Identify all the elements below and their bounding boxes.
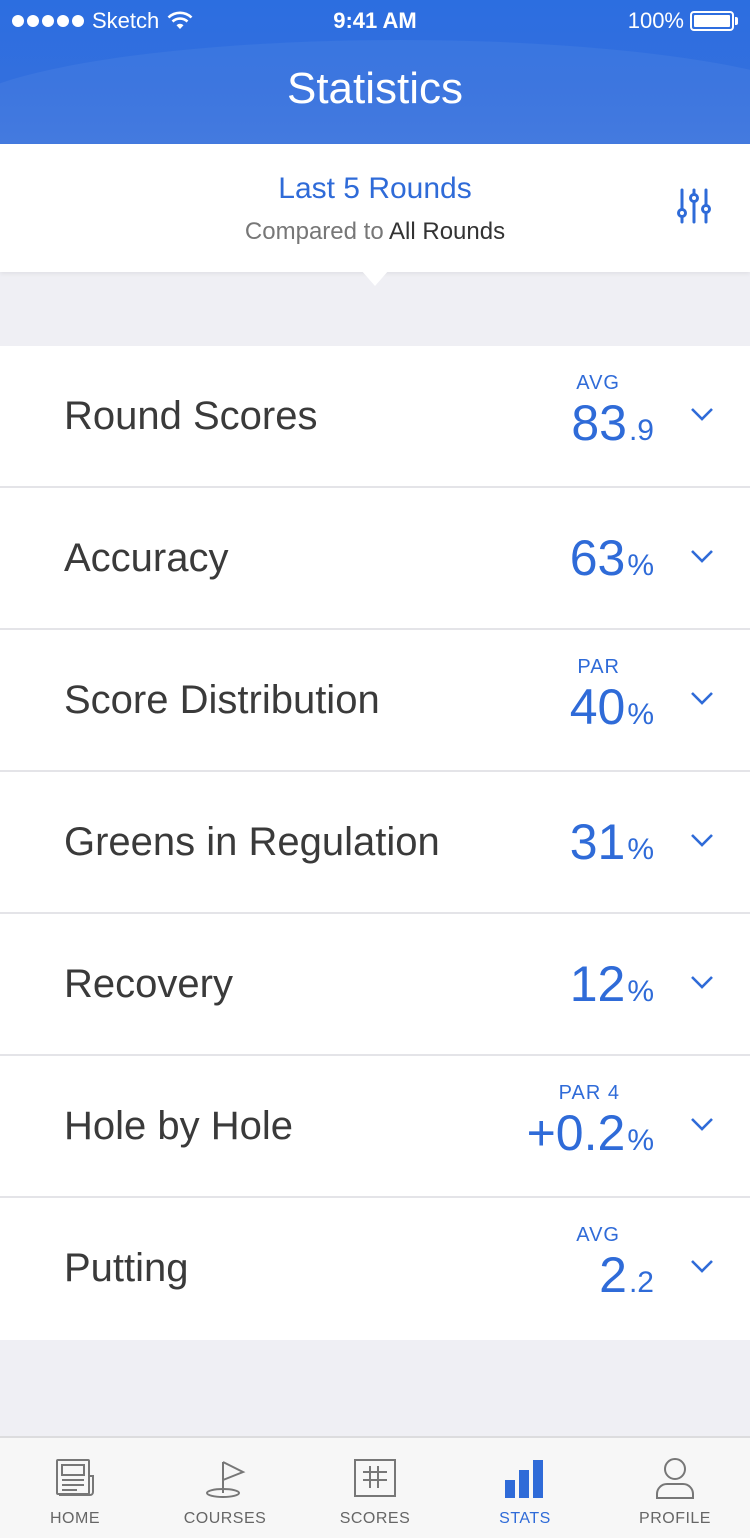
stat-number: 63%: [394, 488, 654, 628]
status-bar: Sketch 9:41 AM 100%: [0, 0, 750, 40]
signal-icon: [12, 15, 84, 27]
stat-row-hole-by-hole[interactable]: Hole by Hole PAR 4 +0.2%: [0, 1056, 750, 1198]
compare-prefix: Compared to: [244, 218, 384, 245]
stat-value: PAR 40%: [394, 630, 654, 770]
stat-number: 31%: [394, 772, 654, 912]
stat-label: Accuracy: [64, 536, 229, 580]
stat-number-suffix: %: [627, 698, 654, 731]
stat-number-suffix: .2: [628, 1266, 654, 1299]
stat-row-recovery[interactable]: Recovery 12%: [0, 914, 750, 1056]
tab-scores[interactable]: SCORES: [300, 1438, 450, 1538]
chevron-down-icon[interactable]: [690, 690, 714, 706]
tab-profile[interactable]: PROFILE: [600, 1438, 750, 1538]
chevron-down-icon[interactable]: [690, 1258, 714, 1274]
stat-row-round-scores[interactable]: Round Scores AVG 83.9: [0, 346, 750, 488]
stat-number-suffix: .9: [628, 414, 654, 447]
stat-value: AVG 83.9: [394, 346, 654, 486]
filter-caret: [361, 270, 389, 286]
bar-chart-icon: [505, 1460, 543, 1498]
battery-icon: [690, 11, 738, 31]
stat-caption: PAR: [577, 656, 620, 678]
sliders-icon[interactable]: [676, 186, 712, 226]
stat-value: 63%: [394, 488, 654, 628]
newspaper-icon: [56, 1459, 94, 1496]
page-title: Statistics: [286, 64, 464, 113]
stat-number: 40%: [394, 678, 654, 736]
status-left: Sketch: [12, 8, 193, 34]
round-filter[interactable]: Last 5 Rounds Compared to All Rounds: [0, 144, 750, 272]
chevron-down-icon[interactable]: [690, 832, 714, 848]
person-icon: [656, 1458, 694, 1499]
stat-label: Recovery: [64, 962, 233, 1006]
compare-value: All Rounds: [389, 218, 506, 245]
stat-number-suffix: %: [627, 549, 654, 582]
stat-number-suffix: %: [627, 1124, 654, 1157]
stats-list: Round Scores AVG 83.9 Accuracy 63% Score…: [0, 346, 750, 1340]
stat-label: Round Scores: [64, 394, 318, 438]
tab-label: HOME: [50, 1510, 100, 1527]
chevron-down-icon[interactable]: [690, 548, 714, 564]
tab-stats[interactable]: STATS: [450, 1438, 600, 1538]
header-decoration: [0, 40, 750, 144]
stat-label: Greens in Regulation: [64, 820, 440, 864]
stat-label: Score Distribution: [64, 678, 380, 722]
carrier-name: Sketch: [92, 8, 160, 33]
stat-caption: PAR 4: [558, 1082, 620, 1104]
battery-percent: 100%: [627, 8, 684, 33]
stat-value: PAR 4 +0.2%: [394, 1056, 654, 1196]
nav-header: Sketch 9:41 AM 100% Statistics: [0, 0, 750, 144]
filter-subtitle: Compared to All Rounds: [0, 218, 750, 246]
stat-value: AVG 2.2: [394, 1198, 654, 1338]
tab-home[interactable]: HOME: [0, 1438, 150, 1538]
scorecard-icon: [354, 1459, 396, 1497]
stat-number-main: +0.2: [526, 1105, 626, 1161]
stat-label: Putting: [64, 1246, 189, 1290]
tab-label: SCORES: [339, 1510, 411, 1527]
status-time: 9:41 AM: [333, 8, 417, 33]
stat-number-main: 63: [569, 530, 626, 586]
stat-number-main: 12: [569, 956, 626, 1012]
stat-number-main: 31: [569, 814, 626, 870]
tab-courses[interactable]: COURSES: [150, 1438, 300, 1538]
stat-row-score-distribution[interactable]: Score Distribution PAR 40%: [0, 630, 750, 772]
tab-label: PROFILE: [639, 1510, 711, 1527]
stat-number: 83.9: [394, 394, 654, 452]
stat-caption: AVG: [576, 1224, 620, 1246]
chevron-down-icon[interactable]: [690, 1116, 714, 1132]
stat-caption: AVG: [576, 372, 620, 394]
chevron-down-icon[interactable]: [690, 974, 714, 990]
status-right: 100%: [628, 8, 738, 34]
stat-number-main: 2: [599, 1247, 627, 1303]
stat-number: 12%: [394, 914, 654, 1054]
chevron-down-icon[interactable]: [690, 406, 714, 422]
stat-number-suffix: %: [627, 975, 654, 1008]
stat-number-main: 83: [571, 395, 627, 451]
stat-label: Hole by Hole: [64, 1104, 294, 1148]
stat-number: +0.2%: [394, 1104, 654, 1162]
wifi-icon: [167, 11, 193, 29]
tab-label: COURSES: [183, 1510, 267, 1527]
filter-title[interactable]: Last 5 Rounds: [278, 172, 472, 205]
stat-value: 12%: [394, 914, 654, 1054]
stat-number-suffix: %: [627, 833, 654, 866]
tab-label: STATS: [499, 1510, 551, 1527]
flag-icon: [206, 1461, 246, 1498]
stat-row-putting[interactable]: Putting AVG 2.2: [0, 1198, 750, 1340]
stat-row-accuracy[interactable]: Accuracy 63%: [0, 488, 750, 630]
stat-number: 2.2: [394, 1246, 654, 1304]
stat-row-greens-in-regulation[interactable]: Greens in Regulation 31%: [0, 772, 750, 914]
stat-value: 31%: [394, 772, 654, 912]
stat-number-main: 40: [569, 679, 626, 735]
tab-bar: HOME COURSES SCORES: [0, 1436, 750, 1538]
